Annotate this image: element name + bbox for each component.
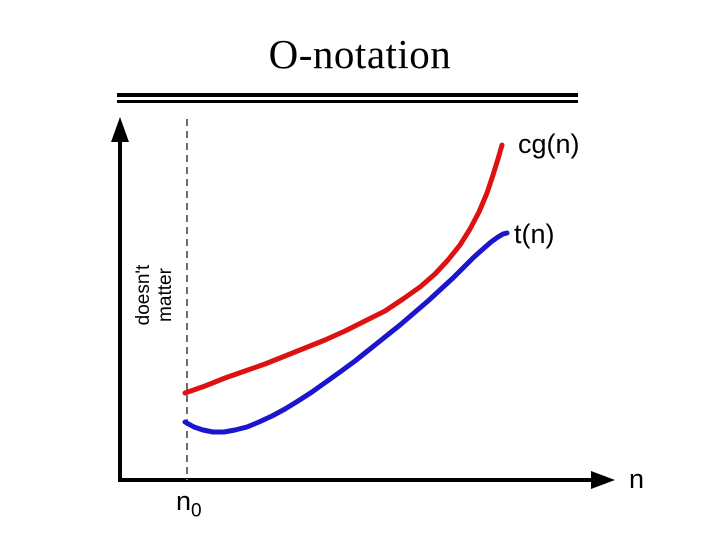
n0-subscript: 0: [191, 500, 202, 522]
curves-group: [182, 142, 510, 435]
title-rule-top: [117, 93, 578, 97]
x-axis-label: n: [629, 464, 645, 494]
annotation-line-2: matter: [155, 268, 176, 322]
n0-tick-label: n0: [176, 486, 202, 520]
curve-label-cgn: cg(n): [518, 129, 580, 159]
annotation-line-1: doesn't: [133, 264, 154, 326]
x-axis-arrow-icon: [591, 471, 615, 489]
n0-base: n: [176, 486, 192, 516]
slide-title: O-notation: [268, 31, 452, 77]
curve-tn: [182, 230, 510, 435]
y-axis-arrow-icon: [111, 117, 129, 142]
title-rule-bottom: [117, 100, 578, 103]
curve-label-tn: t(n): [514, 219, 555, 249]
curve-cgn: [182, 142, 505, 396]
doesnt-matter-annotation: doesn't matter: [132, 253, 178, 337]
